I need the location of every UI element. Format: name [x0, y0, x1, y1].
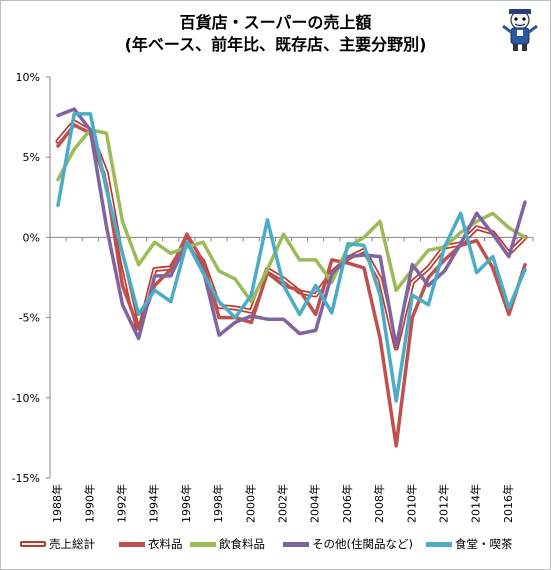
legend-swatch [190, 541, 216, 547]
legend-swatch [119, 541, 145, 547]
y-tick-label: -15% [12, 472, 40, 485]
legend-item: 食堂・喫茶 [426, 536, 513, 552]
legend-item: その他(住関品など) [283, 536, 413, 552]
chart-legend: 売上総計 衣料品 飲食料品 その他(住関品など) 食堂・喫茶 [20, 536, 540, 556]
x-tick-label: 2000年 [243, 484, 257, 523]
x-tick-label: 2010年 [404, 484, 418, 523]
legend-label: 飲食料品 [219, 537, 265, 551]
legend-item: 衣料品 [119, 536, 183, 552]
legend-label: 売上総計 [49, 537, 95, 551]
x-tick-label: 1994年 [147, 484, 161, 523]
x-tick-label: 1990年 [82, 484, 96, 523]
series-line-4 [56, 112, 527, 403]
chart-title: 百貨店・スーパーの売上額 (年ベース、前年比、既存店、主要分野別) [0, 12, 551, 56]
x-tick-label: 1996年 [179, 484, 193, 523]
x-tick-label: 1988年 [50, 484, 64, 523]
y-tick-label: 10% [16, 71, 40, 84]
x-tick-label: 1998年 [211, 484, 225, 523]
chart-title-line2: (年ベース、前年比、既存店、主要分野別) [124, 35, 427, 54]
y-tick-label: -10% [12, 392, 40, 405]
legend-label: その他(住関品など) [312, 537, 413, 551]
x-tick-label: 2016年 [501, 484, 515, 523]
y-tick-label: 0% [23, 231, 40, 244]
legend-swatch [426, 541, 452, 547]
x-tick-label: 1992年 [114, 484, 128, 523]
x-tick-label: 2002年 [275, 484, 289, 523]
legend-item: 売上総計 [20, 536, 95, 552]
x-tick-label: 2008年 [372, 484, 386, 523]
y-tick-label: 5% [23, 151, 40, 164]
legend-swatch [20, 541, 46, 547]
x-tick-label: 2006年 [340, 484, 354, 523]
x-tick-label: 2004年 [308, 484, 322, 523]
legend-item: 飲食料品 [190, 536, 265, 552]
legend-label: 衣料品 [148, 537, 183, 551]
chart-title-line1: 百貨店・スーパーの売上額 [179, 13, 372, 32]
legend-label: 食堂・喫茶 [455, 537, 513, 551]
legend-swatch [283, 541, 309, 547]
x-tick-label: 2012年 [436, 484, 450, 523]
series-line-1 [56, 123, 527, 448]
x-tick-label: 2014年 [469, 484, 483, 523]
mascot-logo-icon [502, 9, 538, 51]
y-tick-label: -5% [19, 312, 40, 325]
series-line-3 [56, 107, 527, 349]
